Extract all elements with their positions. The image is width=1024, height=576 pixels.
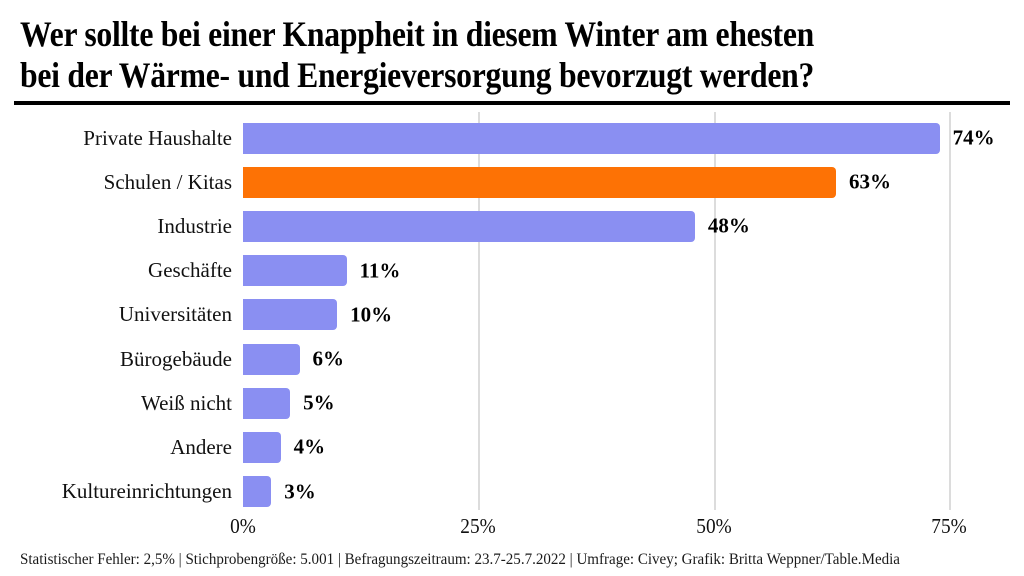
x-tick-label: 75% <box>931 514 967 538</box>
bar-row: Universitäten 10% <box>0 293 1024 337</box>
bar-track: 5% <box>243 387 1024 419</box>
category-label: Private Haushalte <box>83 125 232 150</box>
bar-row: Industrie 48% <box>0 204 1024 248</box>
x-tick-label: 0% <box>230 514 256 538</box>
bar[interactable] <box>243 343 300 375</box>
bar-rows: Private Haushalte 74% Schulen / Kitas 63% In… <box>0 116 1024 514</box>
bar-row: Bürogebäude 6% <box>0 337 1024 381</box>
chart-title-line1: Wer sollte bei einer Knappheit in diesem… <box>20 14 814 54</box>
bar-row: Geschäfte 11% <box>0 249 1024 293</box>
gridline-75 <box>949 112 951 510</box>
value-label: 48% <box>707 213 750 238</box>
bar[interactable] <box>243 476 272 508</box>
bar-track: 3% <box>243 476 1024 508</box>
category-label: Weiß nicht <box>140 390 232 415</box>
x-tick-label: 25% <box>460 514 497 538</box>
bar-track: 10% <box>243 299 1024 331</box>
value-label: 3% <box>284 479 316 504</box>
source-footnote: Statistischer Fehler: 2,5% | Stichproben… <box>20 551 900 568</box>
bar-highlighted[interactable] <box>243 166 836 198</box>
bar-track: 6% <box>243 343 1024 375</box>
bar-track: 74% <box>243 122 1024 154</box>
title-underline <box>14 101 1010 105</box>
bar-track: 11% <box>243 255 1024 287</box>
bar-row: Andere 4% <box>0 425 1024 469</box>
bar-row: Kultureinrichtungen 3% <box>0 470 1024 514</box>
chart-title: Wer sollte bei einer Knappheit in diesem… <box>20 14 814 96</box>
category-label: Industrie <box>157 213 232 238</box>
bar-track: 48% <box>243 210 1024 242</box>
gridline-50 <box>713 112 716 510</box>
value-label: 74% <box>952 125 995 150</box>
bar-row: Private Haushalte 74% <box>0 116 1024 160</box>
category-label: Universitäten <box>118 302 232 327</box>
bar-row: Weiß nicht 5% <box>0 381 1024 425</box>
value-label: 63% <box>849 169 892 194</box>
value-label: 4% <box>293 434 326 459</box>
category-label: Kultureinrichtungen <box>61 479 232 504</box>
bar-chart: Private Haushalte 74% Schulen / Kitas 63% In… <box>0 112 1024 510</box>
gridline-25 <box>478 112 481 510</box>
value-label: 5% <box>303 390 335 415</box>
bar[interactable] <box>243 431 281 463</box>
x-tick-label: 50% <box>695 514 732 538</box>
bar[interactable] <box>243 299 338 331</box>
chart-title-line2: bei der Wärme- und Energieversorgung bev… <box>20 55 815 95</box>
bar-track: 4% <box>243 431 1024 463</box>
bar[interactable] <box>243 387 291 419</box>
value-label: 10% <box>350 302 393 327</box>
category-label: Andere <box>170 434 232 459</box>
category-label: Bürogebäude <box>120 346 232 371</box>
bar-track: 63% <box>243 166 1024 198</box>
category-label: Geschäfte <box>148 258 232 283</box>
bar[interactable] <box>243 122 940 154</box>
bar[interactable] <box>243 210 695 242</box>
bar[interactable] <box>243 255 347 287</box>
category-label: Schulen / Kitas <box>103 169 232 194</box>
value-label: 6% <box>312 346 344 371</box>
value-label: 11% <box>359 258 401 283</box>
x-axis: 0% 25% 50% 75% <box>0 514 1024 540</box>
bar-row: Schulen / Kitas 63% <box>0 160 1024 204</box>
